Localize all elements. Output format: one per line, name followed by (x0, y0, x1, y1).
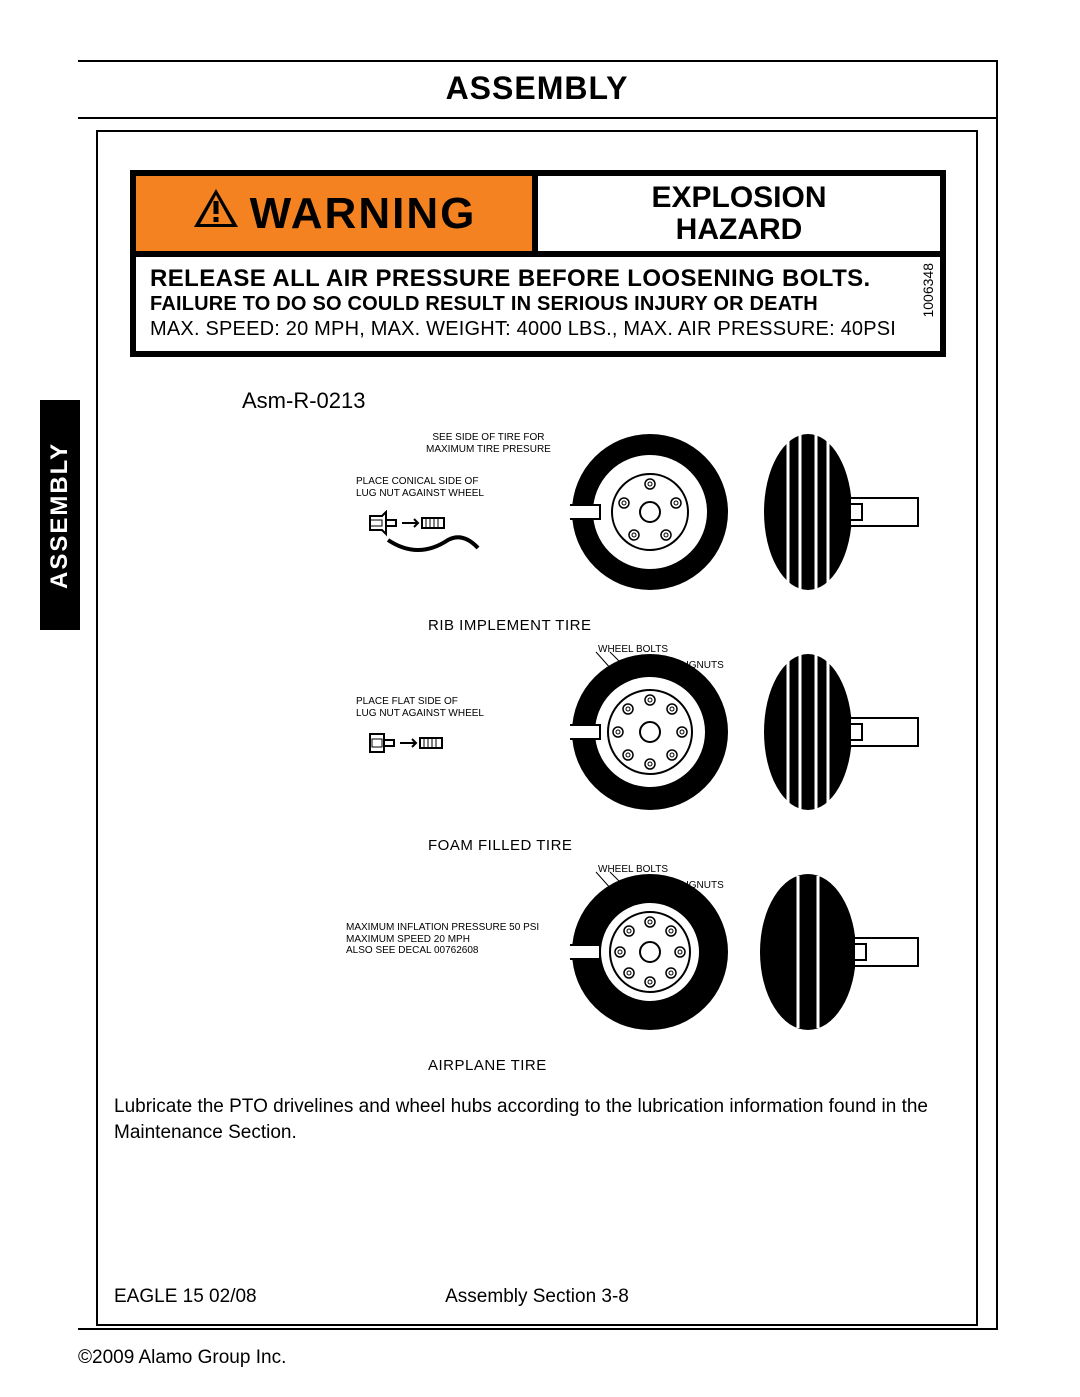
warning-body-line1: RELEASE ALL AIR PRESSURE BEFORE LOOSENIN… (150, 265, 926, 293)
warning-body: RELEASE ALL AIR PRESSURE BEFORE LOOSENIN… (136, 257, 940, 351)
lugnut-conical-icon (368, 510, 488, 559)
page-frame: ASSEMBLY WARNING (78, 60, 998, 1330)
side-wheel-airplane (758, 872, 928, 1047)
lugnut-flat-icon (368, 730, 468, 765)
tire-row-rib: SEE SIDE OF TIRE FORMAXIMUM TIRE PRESURE… (238, 422, 948, 632)
asm-code: Asm-R-0213 (242, 388, 365, 414)
note-conical-lug: PLACE CONICAL SIDE OFLUG NUT AGAINST WHE… (356, 476, 484, 499)
warning-signal-panel: WARNING (136, 176, 538, 251)
warning-part-number: 1006348 (920, 263, 936, 318)
side-wheel-rib (758, 432, 928, 607)
row-label-rib: RIB IMPLEMENT TIRE (428, 617, 591, 634)
footer-center: Assembly Section 3-8 (98, 1286, 976, 1308)
warning-body-line3: MAX. SPEED: 20 MPH, MAX. WEIGHT: 4000 LB… (150, 318, 926, 341)
page-title: ASSEMBLY (78, 62, 996, 119)
warning-label: WARNING EXPLOSION HAZARD RELEASE ALL AIR… (130, 170, 946, 357)
tire-row-foam: WHEEL BOLTS LUGNUTS PLACE FLAT SIDE OFLU… (238, 642, 948, 852)
side-wheel-foam (758, 652, 928, 827)
note-airplane-spec: MAXIMUM INFLATION PRESSURE 50 PSIMAXIMUM… (346, 922, 539, 957)
tire-row-airplane: WHEEL BOLTS LUGNUTS MAXIMUM INFLATION PR… (238, 862, 948, 1072)
hazard-line1: EXPLOSION (651, 182, 826, 214)
warning-signal-word: WARNING (250, 189, 477, 239)
warning-hazard-panel: EXPLOSION HAZARD (538, 176, 940, 251)
hazard-line2: HAZARD (676, 214, 803, 246)
front-wheel-foam (570, 652, 730, 827)
content-frame: WARNING EXPLOSION HAZARD RELEASE ALL AIR… (96, 130, 978, 1326)
row-label-foam: FOAM FILLED TIRE (428, 837, 572, 854)
note-flat-lug: PLACE FLAT SIDE OFLUG NUT AGAINST WHEEL (356, 696, 484, 719)
copyright: ©2009 Alamo Group Inc. (78, 1347, 286, 1369)
front-wheel-airplane (570, 872, 730, 1047)
warning-body-line2: FAILURE TO DO SO COULD RESULT IN SERIOUS… (150, 293, 926, 316)
side-tab-assembly: ASSEMBLY (40, 400, 80, 630)
front-wheel-rib (570, 432, 730, 607)
note-tire-pressure: SEE SIDE OF TIRE FORMAXIMUM TIRE PRESURE (426, 432, 551, 455)
body-paragraph: Lubricate the PTO drivelines and wheel h… (114, 1094, 964, 1145)
warning-triangle-icon (192, 187, 240, 240)
row-label-airplane: AIRPLANE TIRE (428, 1057, 547, 1074)
